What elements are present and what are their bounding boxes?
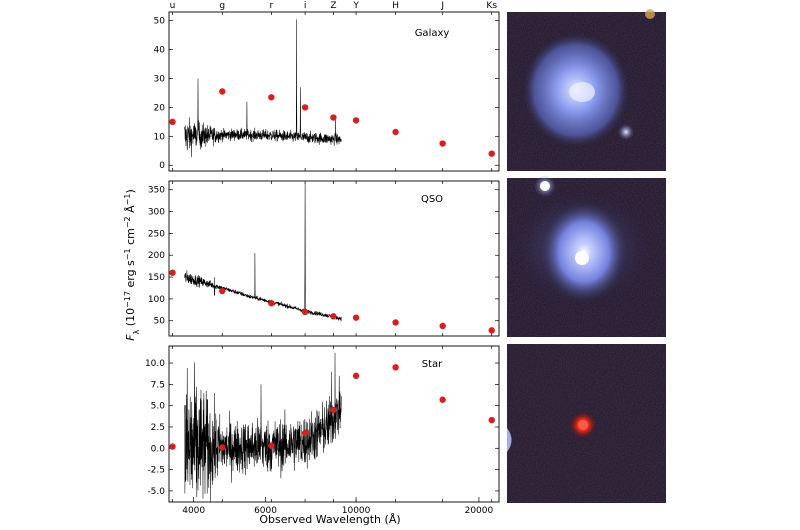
photometry-point	[169, 443, 176, 450]
filter-band-label: Y	[352, 1, 359, 11]
y-tick-label: 200	[148, 251, 165, 261]
spectrum-line	[184, 183, 342, 322]
photometry-point	[352, 314, 360, 321]
image-star	[507, 344, 666, 503]
filter-band-label: H	[392, 1, 399, 11]
photometry-point	[439, 140, 446, 147]
y-tick-label: -5.0	[147, 487, 165, 497]
filter-band-labels: u g r i Z Y H J Ks	[170, 1, 498, 11]
photometry-point	[488, 327, 495, 334]
photometry-point	[488, 416, 495, 424]
y-tick-label: 50	[154, 17, 166, 27]
x-tick-label: 20000	[465, 506, 494, 516]
y-tick-label: 300	[148, 208, 165, 218]
photometry-point	[169, 118, 176, 126]
y-tick-label: 250	[148, 229, 165, 239]
panel-label: QSO	[421, 194, 443, 205]
panel-frame	[168, 11, 500, 172]
photometry-point	[219, 287, 226, 295]
filter-band-label: Ks	[486, 1, 497, 11]
photometry-point	[392, 364, 399, 371]
filter-band-label: u	[170, 1, 176, 11]
y-tick-label: 30	[154, 74, 166, 84]
photometry-point	[392, 128, 399, 136]
photometry-point	[439, 322, 446, 330]
galaxy-core	[569, 82, 595, 102]
y-tick-label: 0.0	[151, 444, 166, 454]
star-edge-object	[507, 428, 512, 452]
y-tick-label: 7.5	[151, 380, 165, 390]
star-core	[578, 420, 588, 430]
y-tick-label: 100	[148, 295, 165, 305]
photometry-point	[301, 429, 309, 437]
image-qso	[504, 175, 666, 337]
photometry-point	[301, 104, 309, 111]
spectrum-line	[184, 352, 342, 503]
qso-core	[575, 251, 589, 265]
panel-label: Star	[422, 359, 443, 370]
y-tick-label: 0	[159, 161, 165, 171]
photometry-point	[352, 117, 360, 124]
x-tick-label: 4000	[182, 506, 205, 516]
panel-label: Galaxy	[415, 28, 450, 39]
filter-band-label: Z	[330, 1, 336, 11]
galaxy-companion	[618, 124, 634, 140]
photometry-point	[392, 319, 399, 326]
panel-star: -5.0 -2.5 0.0 2.5 5.0 7.5 10.0 4000 6000 10000 200…	[145, 345, 500, 516]
x-axis-title: Observed Wavelength (Å)	[259, 513, 400, 526]
y-tick-label: 20	[154, 103, 166, 113]
panel-galaxy: 0 10 20 30 40 50 Galaxy	[154, 11, 500, 172]
y-tick-label: 10.0	[145, 359, 165, 369]
photometry-point	[439, 396, 446, 403]
spectrum-panels: 0 10 20 30 40 50 Galaxy 50 100 150 200 250 300 350 QSO…	[145, 11, 500, 516]
photometry-point	[219, 444, 226, 451]
y-axis-title: Fλ (10−17 erg s−1 cm−2 Å−1)	[123, 189, 141, 341]
galaxy-edge-star	[645, 9, 655, 19]
y-tick-label: 2.5	[151, 423, 165, 433]
image-galaxy	[507, 9, 666, 171]
filter-band-label: i	[304, 1, 307, 11]
y-tick-label: 10	[154, 132, 166, 142]
x-tick-label: 6000	[254, 506, 277, 516]
photometry-point	[352, 372, 360, 380]
y-tick-label: -2.5	[147, 466, 165, 476]
photometry-point	[219, 88, 226, 95]
panel-qso: 50 100 150 200 250 300 350 QSO	[148, 180, 500, 337]
panel-frame	[168, 180, 500, 337]
x-tick-label: 10000	[342, 506, 371, 516]
y-tick-label: 40	[154, 46, 166, 56]
photometry-point	[330, 114, 337, 121]
photometry-point	[268, 442, 275, 449]
y-tick-label: 350	[148, 186, 165, 196]
spectrum-line	[184, 19, 342, 158]
photometry-point	[268, 94, 275, 101]
filter-band-label: g	[219, 1, 225, 11]
filter-band-label: J	[440, 1, 444, 11]
photometry-point	[330, 313, 337, 320]
y-tick-label: 5.0	[151, 402, 166, 412]
photometry-point	[301, 308, 309, 316]
photometry-point	[169, 269, 176, 276]
y-tick-label: 150	[148, 273, 165, 283]
photometry-point	[268, 300, 275, 307]
y-tick-label: 50	[154, 317, 166, 327]
photometry-point	[488, 150, 495, 157]
qso-neighbour-core	[540, 181, 550, 191]
panel-frame	[168, 345, 500, 503]
filter-band-label: r	[269, 1, 273, 11]
photometry-point	[330, 406, 337, 414]
